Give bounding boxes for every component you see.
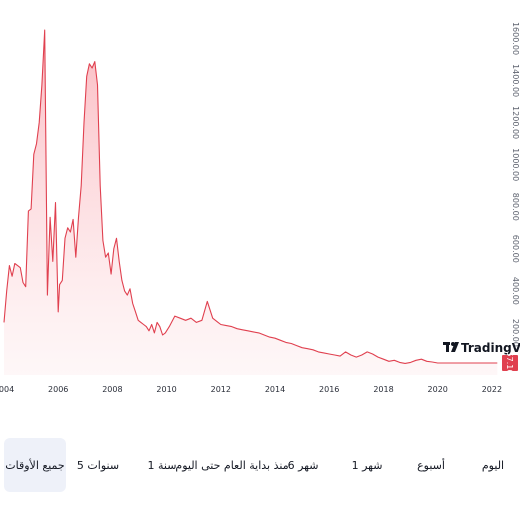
- x-tick-label: 2006: [48, 385, 68, 394]
- time-range-button[interactable]: 6 شهر: [287, 458, 319, 472]
- y-tick-label: 200.00: [511, 319, 520, 347]
- time-range-button[interactable]: 1 سنة: [147, 458, 177, 472]
- y-tick-label: 600.00: [511, 235, 520, 263]
- x-tick-label: 2010: [156, 385, 176, 394]
- time-range-button[interactable]: اليوم: [481, 458, 505, 472]
- x-tick-label: 2012: [211, 385, 231, 394]
- y-tick-label: 1200.00: [511, 106, 520, 139]
- x-tick-label: 2018: [373, 385, 393, 394]
- time-range-button[interactable]: 1 شهر: [351, 458, 383, 472]
- x-tick-label: 2022: [482, 385, 502, 394]
- price-line: [3, 29, 498, 364]
- y-tick-label: 1600.00: [511, 22, 520, 55]
- x-tick-label: 2004: [0, 385, 14, 394]
- price-area-fill: [4, 30, 498, 375]
- tradingview-logo-text: TradingView: [461, 341, 520, 355]
- time-range-button[interactable]: أسبوع: [417, 458, 445, 472]
- tradingview-logo-icon: [443, 342, 459, 352]
- last-price-marker: [502, 355, 518, 371]
- last-price-label: 57.16: [505, 352, 514, 375]
- price-chart[interactable]: 2004 2006 2008 2010 2012 2014 2016 2018 2020 2022…: [0, 0, 520, 400]
- x-tick-label: 2016: [319, 385, 339, 394]
- time-range-button[interactable]: 5 سنوات: [76, 458, 120, 472]
- tradingview-logo[interactable]: TradingView: [443, 341, 520, 355]
- time-range-button[interactable]: جميع الأوقات: [4, 438, 66, 492]
- time-range-button[interactable]: منذ بداية العام حتى اليوم: [175, 458, 289, 472]
- y-tick-label: 400.00: [511, 277, 520, 305]
- time-range-selector: اليوم أسبوع 1 شهر 6 شهر منذ بداية العام حتى …: [0, 438, 520, 492]
- y-tick-label: 800.00: [511, 193, 520, 221]
- y-tick-label: 1400.00: [511, 64, 520, 97]
- y-tick-label: 1000.00: [511, 148, 520, 181]
- x-tick-label: 2008: [102, 385, 122, 394]
- x-tick-label: 2014: [265, 385, 285, 394]
- x-tick-label: 2020: [428, 385, 448, 394]
